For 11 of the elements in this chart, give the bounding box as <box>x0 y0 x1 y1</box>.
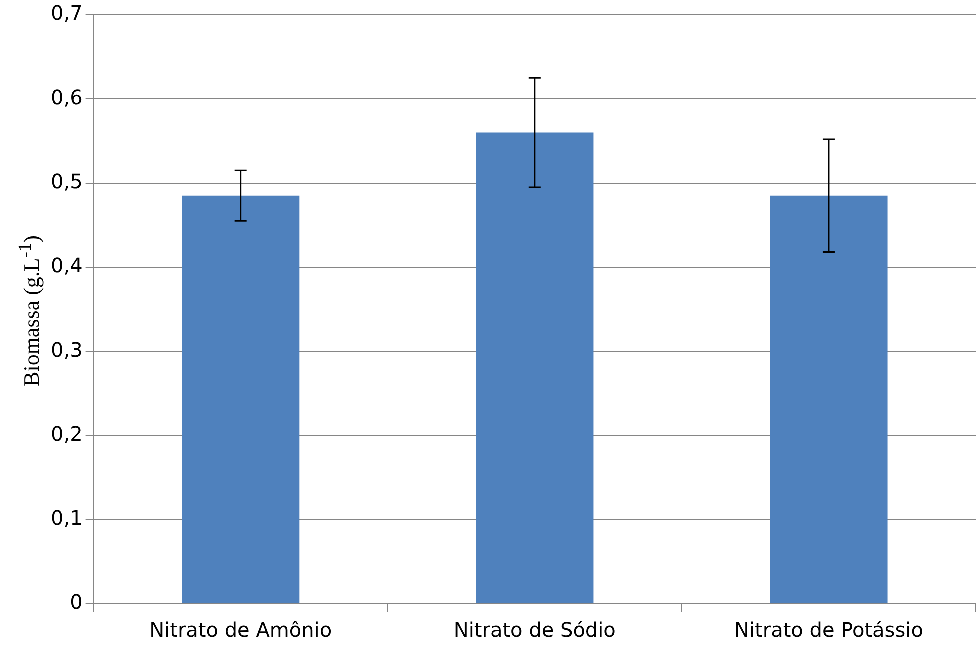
x-tick-label: Nitrato de Amônio <box>150 618 332 642</box>
y-tick-label: 0,6 <box>50 85 83 110</box>
y-tick-label: 0 <box>70 590 83 614</box>
x-tick-label: Nitrato de Potássio <box>734 618 924 642</box>
y-tick-label: 0,3 <box>50 338 83 362</box>
y-tick-label: 0,7 <box>50 1 83 26</box>
y-tick-label: 0,4 <box>50 254 83 278</box>
x-tick-label: Nitrato de Sódio <box>454 618 616 642</box>
y-tick-label: 0,5 <box>50 169 83 194</box>
y-tick-label: 0,1 <box>50 506 83 530</box>
y-tick-label: 0,2 <box>50 422 83 446</box>
